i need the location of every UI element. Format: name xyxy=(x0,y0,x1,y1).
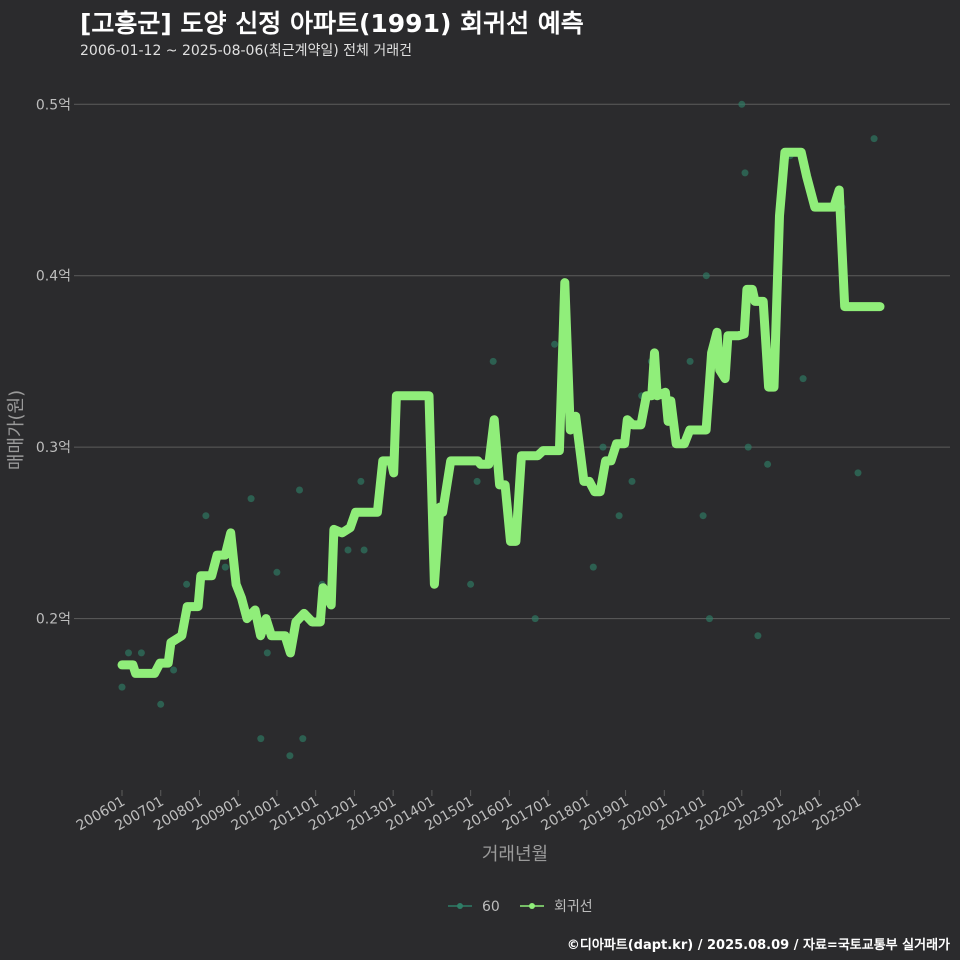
scatter-point xyxy=(286,752,294,760)
scatter-point xyxy=(257,735,265,743)
scatter-point xyxy=(489,357,497,365)
legend-label: 60 xyxy=(482,899,500,915)
legend: 60 회귀선 xyxy=(448,899,593,915)
scatter-point xyxy=(263,649,271,657)
chart-title: [고흥군] 도양 신정 아파트(1991) 회귀선 예측 xyxy=(80,9,584,38)
scatter-point xyxy=(531,615,539,623)
scatter-point xyxy=(870,135,878,143)
scatter-point xyxy=(344,546,352,554)
y-axis-label: 매매가(원) xyxy=(6,390,27,470)
scatter-point xyxy=(467,580,475,588)
scatter-point xyxy=(360,546,368,554)
scatter-point xyxy=(686,357,694,365)
y-tick-label: 0.5억 xyxy=(36,97,71,113)
scatter-point xyxy=(699,512,707,520)
legend-label: 회귀선 xyxy=(554,899,593,915)
scatter-point xyxy=(744,443,752,451)
scatter-point xyxy=(551,340,559,348)
scatter-point xyxy=(599,443,607,451)
legend-dot-icon xyxy=(529,903,535,909)
regression-line xyxy=(117,147,885,678)
scatter-point xyxy=(702,272,710,280)
scatter-point xyxy=(202,512,210,520)
scatter-point xyxy=(137,649,145,657)
scatter-point xyxy=(183,580,191,588)
scatter-point xyxy=(615,512,623,520)
y-tick-label: 0.3억 xyxy=(36,440,71,456)
legend-dot-icon xyxy=(457,903,463,909)
scatter-point xyxy=(738,100,746,108)
scatter-point xyxy=(125,649,132,657)
scatter-point xyxy=(170,666,178,674)
scatter-point xyxy=(157,700,165,708)
scatter-point xyxy=(706,615,713,623)
scatter-point xyxy=(296,486,303,494)
scatter-point xyxy=(118,683,126,691)
scatter-point xyxy=(628,477,636,485)
scatter-point xyxy=(741,169,749,177)
scatter-point xyxy=(273,568,281,576)
scatter-point xyxy=(589,563,597,571)
source-credit: ©디아파트(dapt.kr) / 2025.08.09 / 자료=국토교통부 실… xyxy=(566,938,950,953)
scatter-point xyxy=(247,495,255,503)
scatter-point xyxy=(299,735,307,743)
scatter-point xyxy=(764,460,772,468)
chart-subtitle: 2006-01-12 ~ 2025-08-06(최근계약일) 전체 거래건 xyxy=(80,43,412,59)
x-axis-label: 거래년월 xyxy=(482,844,548,865)
scatter-point xyxy=(754,632,762,640)
scatter-point xyxy=(473,477,481,485)
y-tick-label: 0.2억 xyxy=(36,612,71,628)
y-tick-label: 0.4억 xyxy=(36,269,71,285)
scatter-point xyxy=(357,477,365,485)
scatter-point xyxy=(221,563,229,571)
scatter-point xyxy=(799,375,807,383)
scatter-point xyxy=(854,469,862,477)
